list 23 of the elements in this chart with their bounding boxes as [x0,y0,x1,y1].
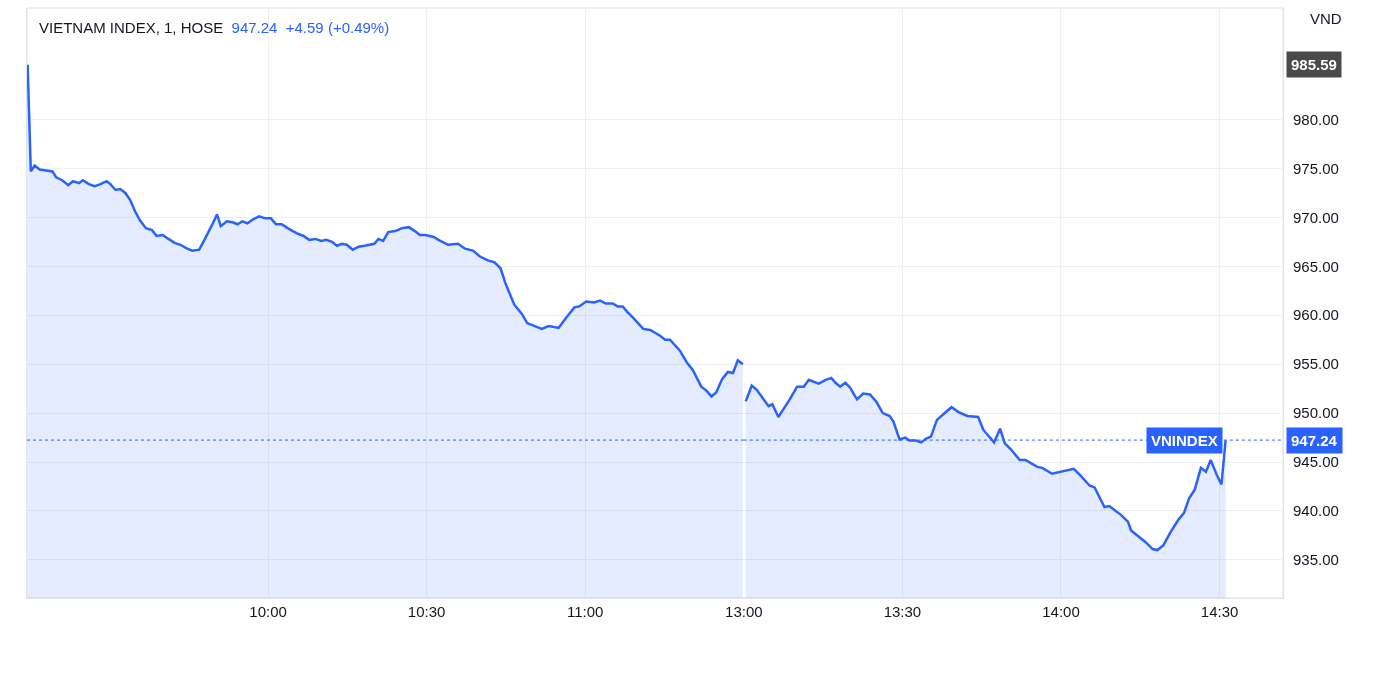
x-tick-label: 10:30 [407,603,446,620]
text: 947.24 +4.59 (+0.49%) [231,19,390,36]
y-tick-label: 940.00 [1293,502,1339,520]
x-tick-label: 14:00 [1042,603,1080,620]
y-tick-label: 935.00 [1293,551,1339,569]
y-tick-label: 970.00 [1293,208,1339,226]
y-tick-label: 950.00 [1293,404,1339,422]
text: VIETNAM INDEX, 1, HOSE [39,19,224,36]
text: 985.59 [1291,56,1337,73]
y-tick-label: 955.00 [1293,355,1339,373]
y-tick-label: 975.00 [1293,159,1339,177]
y-tick-label: 965.00 [1293,257,1339,275]
y-tick-label: 980.00 [1293,110,1339,128]
y-tick-label: 945.00 [1293,453,1339,471]
text: 947.24 [1291,432,1338,449]
y-tick-label: 960.00 [1293,306,1339,324]
x-tick-label: 13:00 [725,603,763,620]
ref-line-label: VNINDEX [1151,432,1218,449]
x-tick-label: 14:30 [1200,603,1239,620]
x-tick-label: 11:00 [567,603,604,620]
y-axis-title: VND [1310,10,1342,27]
x-tick-label: 13:30 [883,603,922,620]
x-tick-label: 10:00 [249,603,287,620]
